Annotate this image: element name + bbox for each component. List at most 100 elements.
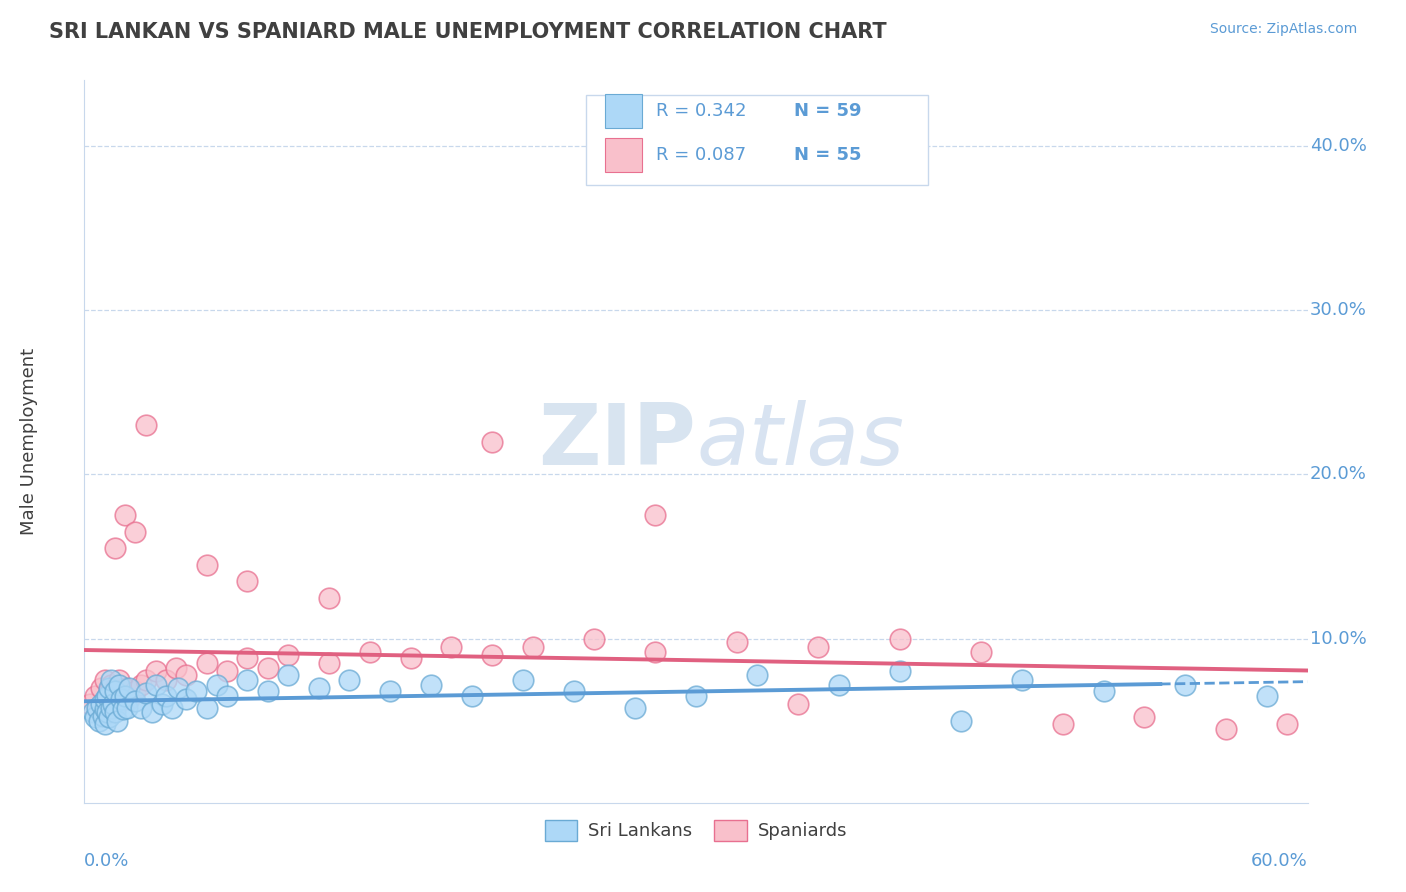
Point xyxy=(440,640,463,654)
Point xyxy=(950,714,973,728)
Point xyxy=(481,648,503,662)
Point xyxy=(277,667,299,681)
Text: R = 0.342: R = 0.342 xyxy=(655,102,747,120)
Text: 40.0%: 40.0% xyxy=(1310,137,1367,155)
Point xyxy=(308,681,330,695)
Point xyxy=(889,632,911,646)
Point xyxy=(562,684,585,698)
Point xyxy=(86,700,108,714)
Point xyxy=(145,665,167,679)
Point xyxy=(124,694,146,708)
Point xyxy=(1092,684,1115,698)
Text: Male Unemployment: Male Unemployment xyxy=(20,348,38,535)
Text: ZIP: ZIP xyxy=(538,400,696,483)
Point xyxy=(112,702,135,716)
Point xyxy=(359,645,381,659)
Point xyxy=(236,651,259,665)
Point xyxy=(155,689,177,703)
Point xyxy=(205,677,228,691)
Point xyxy=(115,700,138,714)
Point xyxy=(90,681,112,695)
Point xyxy=(114,689,136,703)
Text: 60.0%: 60.0% xyxy=(1251,852,1308,870)
Text: 30.0%: 30.0% xyxy=(1310,301,1367,319)
FancyBboxPatch shape xyxy=(606,94,643,128)
Point xyxy=(217,665,239,679)
Point xyxy=(420,677,443,691)
Point xyxy=(155,673,177,687)
Point xyxy=(104,541,127,556)
Point xyxy=(1133,710,1156,724)
Point xyxy=(970,645,993,659)
Text: atlas: atlas xyxy=(696,400,904,483)
Point xyxy=(79,698,101,712)
Point xyxy=(110,689,132,703)
Point xyxy=(90,698,112,712)
Point xyxy=(104,681,127,695)
Point xyxy=(83,689,105,703)
Point xyxy=(725,635,748,649)
Point xyxy=(195,700,218,714)
Point xyxy=(522,640,544,654)
Point xyxy=(174,692,197,706)
Point xyxy=(186,684,208,698)
Text: 0.0%: 0.0% xyxy=(84,852,129,870)
Point xyxy=(195,657,218,671)
Text: 20.0%: 20.0% xyxy=(1310,466,1367,483)
Point xyxy=(93,702,115,716)
Point xyxy=(131,677,153,691)
Point xyxy=(624,700,647,714)
Point xyxy=(150,698,173,712)
Point xyxy=(747,667,769,681)
Point xyxy=(135,686,157,700)
Point xyxy=(380,684,402,698)
Point xyxy=(583,632,606,646)
Point xyxy=(82,706,104,720)
Point xyxy=(1052,717,1074,731)
Point xyxy=(889,665,911,679)
Text: SRI LANKAN VS SPANIARD MALE UNEMPLOYMENT CORRELATION CHART: SRI LANKAN VS SPANIARD MALE UNEMPLOYMENT… xyxy=(49,22,887,42)
Point xyxy=(114,508,136,523)
Point xyxy=(1174,677,1197,691)
Text: N = 55: N = 55 xyxy=(794,146,862,164)
Point xyxy=(91,706,114,720)
Point xyxy=(512,673,534,687)
Point xyxy=(481,434,503,449)
Point xyxy=(318,591,340,605)
Point xyxy=(87,700,110,714)
Point xyxy=(96,694,118,708)
Point xyxy=(105,698,128,712)
Point xyxy=(100,677,122,691)
Point xyxy=(257,661,280,675)
Point xyxy=(83,710,105,724)
Point xyxy=(108,677,131,691)
Point xyxy=(97,681,120,695)
Point xyxy=(104,684,127,698)
Point xyxy=(828,677,851,691)
Point xyxy=(236,574,259,588)
Point xyxy=(160,700,183,714)
Point xyxy=(807,640,830,654)
Point xyxy=(685,689,707,703)
Point xyxy=(97,710,120,724)
Point xyxy=(257,684,280,698)
Point xyxy=(141,706,163,720)
Point xyxy=(787,698,810,712)
Point xyxy=(100,673,122,687)
Point xyxy=(318,657,340,671)
Point xyxy=(124,684,146,698)
Text: R = 0.087: R = 0.087 xyxy=(655,146,745,164)
Text: N = 59: N = 59 xyxy=(794,102,862,120)
Point xyxy=(96,706,118,720)
Point xyxy=(131,700,153,714)
Point xyxy=(1256,689,1278,703)
Point xyxy=(91,708,114,723)
Point xyxy=(110,692,132,706)
Point xyxy=(195,558,218,572)
Point xyxy=(104,706,127,720)
Point xyxy=(277,648,299,662)
Point xyxy=(135,418,157,433)
Point xyxy=(93,673,115,687)
Point xyxy=(135,673,157,687)
FancyBboxPatch shape xyxy=(586,95,928,185)
